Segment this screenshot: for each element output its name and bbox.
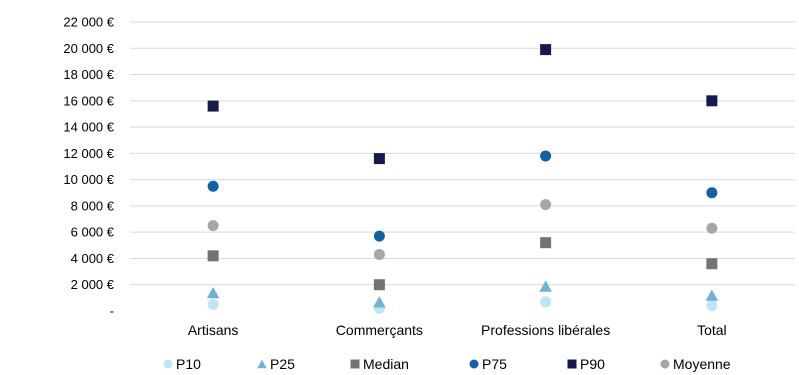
legend-label-median: Median xyxy=(363,356,409,372)
y-tick-label: 18 000 € xyxy=(63,67,114,82)
legend-marker-p25 xyxy=(257,359,267,369)
data-points xyxy=(206,44,719,314)
point-p10-professions-lib-rales xyxy=(540,296,552,308)
y-tick-label: 14 000 € xyxy=(63,120,114,135)
point-median-total xyxy=(706,258,718,270)
x-category-label: Commerçants xyxy=(336,322,423,338)
legend-label-p25: P25 xyxy=(270,356,295,372)
point-p75-total xyxy=(706,187,718,199)
legend-marker-median xyxy=(350,359,360,369)
legend-marker-p90 xyxy=(567,359,577,369)
y-tick-label: 22 000 € xyxy=(63,15,114,30)
point-p90-professions-lib-rales xyxy=(540,44,552,56)
point-p90-commer-ants xyxy=(373,153,385,165)
y-tick-label: 8 000 € xyxy=(71,198,115,213)
y-tick-label: 16 000 € xyxy=(63,93,114,108)
y-tick-label: 4 000 € xyxy=(71,251,115,266)
legend-marker-p10 xyxy=(163,359,173,369)
point-p10-artisans xyxy=(207,298,219,310)
y-tick-label: 6 000 € xyxy=(71,225,115,240)
point-p25-commer-ants xyxy=(373,296,386,308)
point-moyenne-commer-ants xyxy=(373,249,385,261)
point-p90-artisans xyxy=(207,100,219,112)
point-p90-total xyxy=(706,95,718,107)
point-p25-artisans xyxy=(206,286,220,299)
point-p25-professions-lib-rales xyxy=(539,280,552,292)
legend-marker-moyenne xyxy=(660,359,670,369)
point-moyenne-artisans xyxy=(207,220,219,232)
x-category-label: Total xyxy=(697,322,727,338)
y-tick-label: 12 000 € xyxy=(63,146,114,161)
y-tick-label: 20 000 € xyxy=(63,41,114,56)
legend-label-moyenne: Moyenne xyxy=(673,356,731,372)
y-axis-ticks: - 2 000 € 4 000 € 6 000 € 8 000 € 10 000 € 12 … xyxy=(63,15,114,319)
point-median-professions-lib-rales xyxy=(540,237,552,249)
legend-marker-p75 xyxy=(469,359,479,369)
x-axis-categories: Artisans Commerçants Professions libérales… xyxy=(188,322,727,338)
y-tick-label: 2 000 € xyxy=(71,277,115,292)
point-p75-commer-ants xyxy=(373,230,385,242)
y-tick-label: - xyxy=(110,304,114,319)
point-p75-professions-lib-rales xyxy=(540,150,552,162)
legend-label-p90: P90 xyxy=(580,356,605,372)
legend-label-p75: P75 xyxy=(482,356,507,372)
y-tick-label: 10 000 € xyxy=(63,172,114,187)
point-median-commer-ants xyxy=(373,279,385,291)
legend: P10 P25 Median P75 P90 Moyenne xyxy=(163,356,731,372)
legend-label-p10: P10 xyxy=(176,356,201,372)
gridlines xyxy=(130,21,795,286)
point-p10-total xyxy=(706,300,718,312)
x-category-label: Professions libérales xyxy=(481,322,610,338)
point-p75-artisans xyxy=(207,180,219,192)
point-moyenne-total xyxy=(706,222,718,234)
point-p25-total xyxy=(705,289,719,301)
point-median-artisans xyxy=(207,250,219,262)
point-moyenne-professions-lib-rales xyxy=(540,199,552,211)
x-category-label: Artisans xyxy=(188,322,239,338)
